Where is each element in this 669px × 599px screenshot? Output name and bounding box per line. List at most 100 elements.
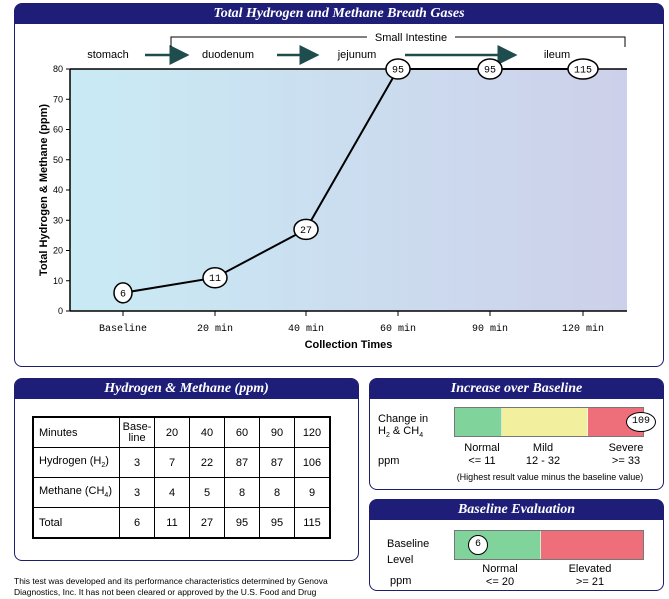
y-tick-label: 20: [53, 246, 63, 256]
x-axis-label: Collection Times: [305, 339, 393, 351]
baseline-title: Baseline Evaluation: [370, 500, 663, 520]
data-point: [477, 58, 503, 80]
scale-elevated: [541, 531, 643, 559]
increase-panel: Increase over Baseline Change in H2 & CH…: [369, 378, 664, 490]
data-label: 95: [484, 66, 496, 77]
baseline-marker: 6: [468, 535, 488, 555]
table-cell: 7: [154, 447, 190, 478]
increase-note: (Highest result value minus the baseline…: [456, 472, 644, 482]
table-cell: 95: [224, 507, 260, 539]
breath-gas-line-chart: 0 10 20 30 40 50 60 70 80 Baseline 20 min 40 min 60…: [38, 30, 627, 351]
table-cell: 87: [224, 447, 260, 478]
change-label-line1: Change in: [378, 413, 429, 425]
ppm-label: ppm: [390, 575, 412, 587]
x-tick-label: 20 min: [197, 323, 233, 335]
region-label: duodenum: [202, 49, 254, 61]
y-tick-label: 0: [58, 306, 63, 316]
plot-area: [70, 69, 627, 311]
baseline-level-label: Baseline Level: [387, 536, 429, 568]
header-baseline: Base- line: [119, 416, 155, 448]
table-cell: 9: [294, 477, 331, 508]
y-tick-label: 10: [53, 276, 63, 286]
region-label: stomach: [87, 49, 129, 61]
row-label-text: Methane (CH: [39, 485, 105, 498]
table-cell: 106: [294, 447, 331, 478]
hm-table: Minutes Base- line 20 40 60 90 120 Hydro…: [32, 416, 331, 539]
row-label: Hydrogen (H2): [32, 447, 120, 478]
table-cell: 11: [154, 507, 190, 539]
table-cell: 4: [154, 477, 190, 508]
data-point: [567, 58, 599, 80]
increase-title: Increase over Baseline: [370, 379, 663, 399]
increase-scale: [454, 407, 644, 437]
header-col: 20: [154, 416, 190, 448]
total-series-line: [122, 68, 583, 294]
normal-range: <= 20: [485, 576, 515, 588]
ppm-label: ppm: [378, 455, 400, 467]
elevated-range: >= 21: [575, 576, 605, 588]
data-label: 11: [209, 274, 221, 285]
data-label: 6: [120, 289, 126, 300]
region-label: jejunum: [337, 49, 377, 61]
table-cell: 3: [119, 447, 155, 478]
table-cell: 3: [119, 477, 155, 508]
breath-gas-chart-panel: Total Hydrogen and Methane Breath Gases …: [14, 3, 664, 367]
data-point: [113, 282, 133, 304]
hm-table-panel: Hydrogen & Methane (ppm) Minutes Base- l…: [14, 378, 359, 561]
data-label: 95: [392, 66, 404, 77]
y-tick-label: 40: [53, 185, 63, 195]
change-label-ch: & CH: [389, 425, 420, 437]
data-point: [293, 218, 319, 241]
row-label-text: Total: [39, 516, 63, 529]
x-tick-label: 60 min: [380, 323, 416, 335]
row-label-end: ): [108, 485, 112, 498]
small-intestine-label: Small Intestine: [375, 32, 447, 44]
header-col: 120: [294, 416, 331, 448]
header-minutes: Minutes: [32, 416, 120, 448]
row-label: Methane (CH4): [32, 477, 120, 508]
data-point: [202, 266, 228, 289]
normal-label: Normal: [464, 442, 500, 454]
chart-panel-title: Total Hydrogen and Methane Breath Gases: [15, 4, 663, 24]
table-cell: 8: [259, 477, 295, 508]
severe-range: >= 33: [611, 455, 641, 467]
header-col: 90: [259, 416, 295, 448]
header-col: 60: [224, 416, 260, 448]
normal-range: <= 11: [468, 455, 496, 467]
row-label-text: Hydrogen (H: [39, 455, 102, 468]
table-row-hydrogen: Hydrogen (H2) 3 7 22 87 87 106: [32, 447, 331, 478]
table-cell: 22: [189, 447, 225, 478]
baseline-panel: Baseline Evaluation Baseline Level 6 ppm…: [369, 499, 664, 591]
row-label-sub: 4: [104, 492, 109, 500]
y-tick-label: 70: [53, 94, 63, 104]
table-cell: 95: [259, 507, 295, 539]
baseline-level-line1: Baseline: [387, 538, 430, 550]
header-col: 40: [189, 416, 225, 448]
footer-disclaimer: This test was developed and its performa…: [14, 576, 328, 597]
table-cell: 5: [189, 477, 225, 508]
row-label-end: ): [105, 455, 109, 468]
x-tick-label: Baseline: [99, 323, 147, 335]
table-header-row: Minutes Base- line 20 40 60 90 120: [32, 416, 331, 448]
scale-normal: [455, 408, 502, 436]
table-row-methane: Methane (CH4) 3 4 5 8 8 9: [32, 477, 331, 508]
normal-label: Normal: [482, 563, 518, 575]
y-tick-label: 50: [53, 155, 63, 165]
bracket-label-bg: [367, 30, 455, 44]
mild-range: 12 - 32: [525, 455, 561, 467]
table-cell: 115: [294, 507, 331, 539]
hm-table-title: Hydrogen & Methane (ppm): [15, 379, 358, 399]
y-tick-label: 30: [53, 215, 63, 225]
table-cell: 87: [259, 447, 295, 478]
increase-marker: 109: [626, 412, 656, 432]
y-tick-label: 80: [53, 64, 63, 74]
x-tick-label: 90 min: [472, 323, 508, 335]
data-point: [385, 58, 411, 80]
header-baseline-line2: line: [128, 431, 146, 444]
baseline-level-line2: Level: [387, 554, 414, 566]
table-cell: 27: [189, 507, 225, 539]
data-label: 27: [300, 226, 312, 237]
severe-label: Severe: [608, 442, 644, 454]
change-label: Change in H2 & CH4: [378, 413, 429, 440]
table-cell: 8: [224, 477, 260, 508]
